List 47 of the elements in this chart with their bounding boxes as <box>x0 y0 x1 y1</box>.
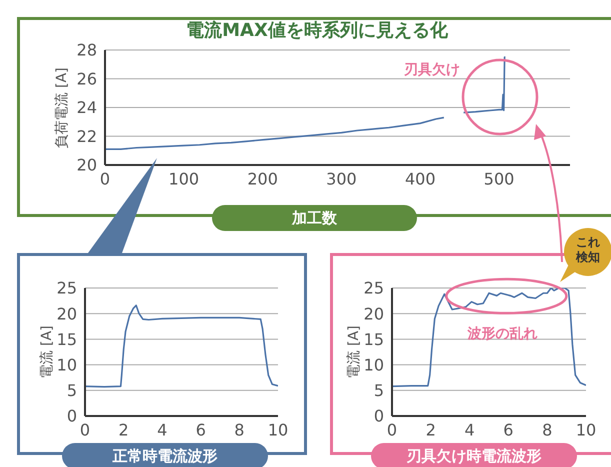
line-series <box>85 304 278 388</box>
y-tick-label: 10 <box>364 355 384 374</box>
annotation: 刃具欠け <box>404 62 460 78</box>
x-tick-label: 0 <box>386 420 398 440</box>
y-tick-label: 20 <box>76 156 97 175</box>
text: 刃具欠け時電流波形 <box>371 443 577 467</box>
x-tick-label: 2 <box>426 420 436 440</box>
y-tick-label: 5 <box>374 381 384 400</box>
x-tick-label: 4 <box>157 420 168 440</box>
x-tick-label: 500 <box>484 169 514 188</box>
text: これ <box>576 234 600 249</box>
line-series <box>392 288 586 388</box>
x-tick-label: 8 <box>542 420 552 440</box>
x-tick-label: 8 <box>234 420 244 440</box>
y-tick-label: 28 <box>76 40 97 60</box>
y-tick-label: 26 <box>76 69 97 88</box>
y-tick-label: 0 <box>374 406 384 426</box>
y-tick-label: 22 <box>76 126 97 146</box>
annotation: 波形の乱れ <box>466 326 538 342</box>
y-tick-label: 20 <box>364 304 384 324</box>
y-tick-label: 15 <box>56 330 77 349</box>
text: 正常時電流波形 <box>62 443 268 467</box>
y-axis-title: 電流 [A] <box>346 326 362 378</box>
chart-title: 電流MAX値を時系列に見える化 <box>185 19 449 42</box>
y-tick-label: 0 <box>66 406 77 426</box>
x-tick-label: 10 <box>268 420 288 440</box>
x-tick-label: 4 <box>464 420 475 440</box>
x-tick-label: 6 <box>196 420 206 440</box>
x-tick-label: 300 <box>326 169 357 188</box>
x-tick-label: 400 <box>404 169 436 188</box>
y-tick-label: 24 <box>76 98 97 118</box>
y-axis-title: 電流 [A] <box>38 326 55 378</box>
y-tick-label: 20 <box>56 304 77 324</box>
text: 検知 <box>575 250 600 264</box>
x-axis-title: 加工数 <box>212 205 417 231</box>
y-tick-label: 15 <box>364 330 384 349</box>
x-tick-label: 0 <box>100 169 110 188</box>
y-tick-label: 25 <box>364 278 384 298</box>
x-tick-label: 6 <box>503 420 514 440</box>
x-tick-label: 100 <box>168 169 200 188</box>
y-axis-title: 負荷電流 [A] <box>54 67 70 148</box>
y-tick-label: 25 <box>56 278 77 298</box>
x-tick-label: 2 <box>118 420 129 440</box>
x-tick-label: 10 <box>576 420 596 440</box>
y-tick-label: 5 <box>66 381 77 400</box>
y-tick-label: 10 <box>56 355 77 374</box>
x-tick-label: 200 <box>247 169 278 188</box>
